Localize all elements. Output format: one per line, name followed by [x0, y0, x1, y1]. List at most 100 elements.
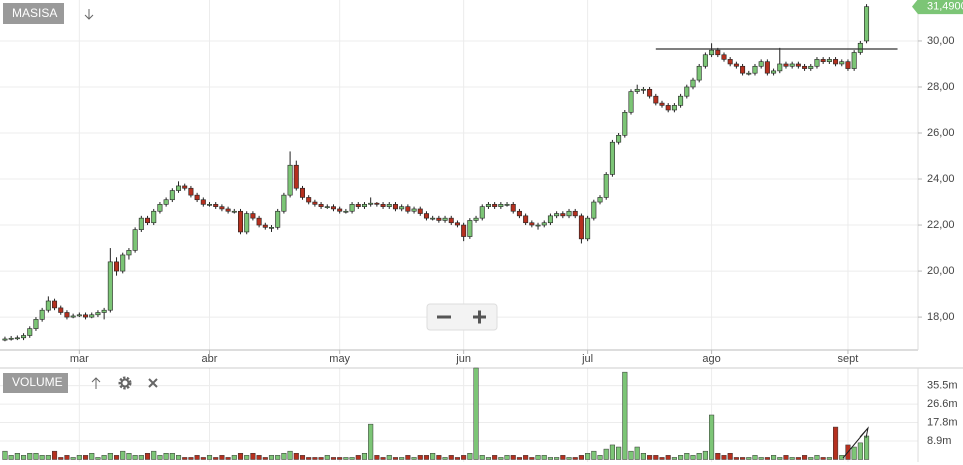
candle-body	[238, 210, 244, 233]
x-tick-label: sept	[838, 353, 859, 365]
volume-bar	[200, 457, 206, 460]
candle-body	[436, 217, 442, 221]
close-icon[interactable]	[148, 378, 158, 388]
y2-tick-label: 17.8m	[927, 416, 958, 428]
volume-bar	[430, 453, 436, 460]
volume-bar	[758, 457, 764, 460]
volume-bar	[783, 455, 789, 460]
candle-body	[758, 61, 764, 67]
volume-bar	[386, 455, 392, 460]
candle-body	[696, 65, 702, 81]
down-arrow-icon[interactable]	[84, 9, 94, 20]
candle-body	[547, 215, 553, 224]
symbol-box[interactable]	[3, 3, 64, 24]
volume-bar	[182, 457, 188, 460]
volume-box[interactable]	[3, 373, 68, 393]
y-tick-label: 22,00	[927, 219, 955, 231]
volume-bar	[188, 457, 194, 460]
volume-bar	[244, 455, 250, 460]
volume-bar	[498, 457, 504, 460]
volume-bar	[318, 457, 324, 460]
volume-bar	[281, 453, 287, 460]
volume-bar	[795, 457, 801, 460]
y-tick-label: 20,00	[927, 265, 955, 277]
x-tick-label: ago	[702, 353, 720, 365]
volume-bar	[299, 455, 306, 460]
candle-body	[405, 206, 411, 212]
candle-body	[64, 312, 70, 318]
last-price-tag	[912, 0, 963, 15]
candle-body	[386, 204, 392, 207]
candle-body	[138, 217, 144, 230]
volume-bar	[752, 455, 758, 460]
candle-body	[789, 63, 795, 67]
candle-body	[721, 54, 727, 60]
volume-bar	[21, 455, 27, 460]
candle-body	[665, 105, 671, 111]
volume-bar	[820, 457, 826, 460]
candle-body	[33, 319, 39, 329]
candle-body	[157, 204, 163, 212]
candle-body	[2, 338, 8, 341]
candle-body	[70, 315, 76, 318]
zoom-in[interactable]	[473, 310, 486, 324]
volume-bar	[380, 457, 386, 460]
candle-body	[851, 52, 857, 69]
volume-bar	[14, 453, 20, 460]
candle-body	[169, 190, 175, 201]
candle-body	[684, 86, 690, 97]
candle-body	[820, 59, 826, 62]
candle-body	[176, 185, 182, 191]
volume-bar	[219, 455, 225, 460]
candle-body	[671, 105, 677, 111]
volume-bar	[554, 457, 560, 460]
volume-bar	[51, 450, 58, 460]
volume-bar	[690, 455, 696, 460]
candle-body	[194, 194, 200, 201]
volume-bar	[39, 455, 45, 460]
candle-body	[45, 300, 51, 311]
candle-body	[554, 213, 560, 217]
volume-bar	[653, 455, 659, 460]
candle-body	[541, 222, 547, 226]
volume-bar	[628, 450, 634, 460]
candle-body	[479, 206, 485, 219]
volume-bar	[597, 455, 603, 460]
volume-bar	[702, 450, 708, 460]
volume-bar	[609, 444, 615, 460]
volume-trend-drawing	[842, 426, 869, 459]
volume-bar	[764, 457, 770, 460]
volume-bar	[138, 455, 144, 460]
volume-bar	[306, 457, 312, 460]
volume-bar	[647, 455, 653, 460]
volume-bar	[640, 453, 646, 460]
volume-bar	[789, 457, 795, 460]
candle-body	[653, 95, 659, 104]
volume-bar	[169, 453, 175, 460]
up-arrow-icon[interactable]	[91, 377, 101, 389]
x-tick-label: mar	[70, 353, 89, 365]
candle-body	[504, 204, 510, 206]
volume-bar	[777, 457, 783, 460]
candle-body	[250, 213, 256, 219]
settings-icon[interactable]	[118, 376, 132, 390]
y-tick-label: 18,00	[927, 311, 955, 323]
candle-body	[523, 215, 529, 224]
candle-body	[231, 210, 237, 213]
x-tick-label: jun	[455, 353, 471, 365]
volume-bar	[802, 455, 808, 460]
candle-body	[591, 201, 597, 219]
candle-body	[715, 49, 721, 56]
volume-bar	[231, 455, 237, 460]
volume-bar	[423, 455, 430, 460]
volume-bar	[833, 426, 839, 460]
candle-body	[529, 222, 535, 226]
volume-bar	[113, 455, 120, 460]
candle-body	[95, 312, 101, 316]
candle-body	[473, 217, 479, 221]
volume-bar	[616, 446, 622, 460]
y-tick-label: 26,00	[927, 127, 955, 139]
candle-body	[392, 204, 398, 210]
candle-body	[622, 111, 628, 136]
y2-tick-label: 35.5m	[927, 380, 958, 392]
